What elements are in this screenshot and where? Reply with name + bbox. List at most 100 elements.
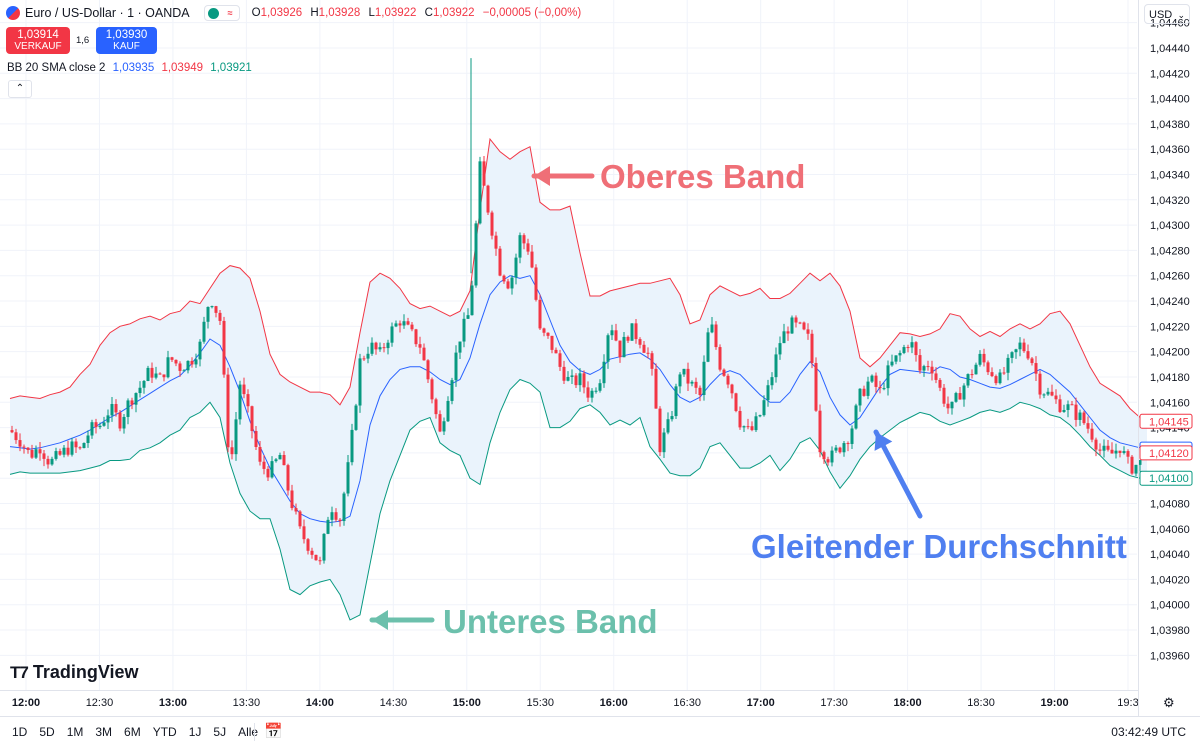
symbol-title[interactable]: Euro / US-Dollar · 1 · OANDA <box>25 6 190 20</box>
candle-body <box>946 403 950 409</box>
range-5d-button[interactable]: 5D <box>39 725 55 739</box>
candle-body <box>474 223 478 286</box>
range-6m-button[interactable]: 6M <box>124 725 141 739</box>
tradingview-logo: T7 TradingView <box>10 662 139 683</box>
candle-body <box>234 419 238 455</box>
market-status-pill[interactable]: ≈ <box>203 5 240 21</box>
candle-body <box>842 443 846 453</box>
candle-body <box>650 353 654 369</box>
candle-body <box>714 324 718 348</box>
candle-body <box>734 393 738 411</box>
spread-value: 1,6 <box>76 35 90 46</box>
candle-body <box>206 306 210 322</box>
y-tick-label: 1,04160 <box>1150 397 1190 409</box>
candle-body <box>1102 445 1106 451</box>
y-tick-label: 1,04440 <box>1150 43 1190 55</box>
x-tick-label: 15:30 <box>527 697 555 709</box>
candle-body <box>198 341 202 360</box>
candle-body <box>514 257 518 278</box>
candle-body <box>890 361 894 366</box>
open-key: O <box>251 7 261 19</box>
candle-body <box>442 421 446 432</box>
open-value: 1,03926 <box>260 7 303 19</box>
candle-body <box>986 362 990 373</box>
range-3m-button[interactable]: 3M <box>95 725 113 739</box>
candle-body <box>406 321 410 325</box>
candle-body <box>378 347 382 350</box>
price-chart[interactable]: 1,03960 1,03980 1,04000 1,04020 1,04040 1,040… <box>0 0 1200 716</box>
candle-body <box>74 441 78 448</box>
candle-body <box>742 426 746 428</box>
candle-body <box>330 512 334 520</box>
bottom-toolbar: 1D 5D 1M 3M 6M YTD 1J 5J Alle 📅 03:42:49… <box>0 716 1200 747</box>
candle-body <box>242 384 246 395</box>
candle-body <box>462 318 466 342</box>
price-label: 1,04100 <box>1139 470 1193 486</box>
candle-body <box>626 336 630 341</box>
range-1m-button[interactable]: 1M <box>66 725 84 739</box>
candle-body <box>342 493 346 522</box>
collapse-legend-button[interactable]: ⌃ <box>8 80 32 98</box>
range-1d-button[interactable]: 1D <box>12 725 28 739</box>
y-tick-label: 1,03960 <box>1150 650 1190 662</box>
candle-body <box>30 449 34 458</box>
candle-body <box>494 235 498 249</box>
candle-body <box>962 385 966 400</box>
candle-body <box>334 512 338 520</box>
candle-body <box>286 465 290 491</box>
clock-utc[interactable]: 03:42:49 UTC <box>1111 725 1186 739</box>
upper-band-arrow <box>531 166 595 186</box>
indicator-name: BB 20 SMA close 2 <box>7 62 106 74</box>
candle-body <box>814 362 818 411</box>
candle-body <box>574 375 578 386</box>
candle-body <box>210 306 214 308</box>
candle-body <box>138 387 142 394</box>
range-ytd-button[interactable]: YTD <box>152 725 177 739</box>
ohlc-values: O1,03926 H1,03928 L1,03922 C1,03922 −0,0… <box>252 7 587 19</box>
candle-body <box>106 415 110 423</box>
candle-body <box>146 367 150 381</box>
buy-button[interactable]: 1,03930 KAUF <box>96 27 157 54</box>
low-value: 1,03922 <box>374 7 417 19</box>
candle-body <box>534 267 538 300</box>
sell-button[interactable]: 1,03914 VERKAUF <box>6 27 70 54</box>
candle-body <box>426 360 430 380</box>
currency-select[interactable]: USD ⌄ <box>1144 4 1190 24</box>
candle-body <box>966 374 970 386</box>
indicator-legend[interactable]: BB 20 SMA close 2 1,03935 1,03949 1,0392… <box>7 62 252 74</box>
settings-gear-icon[interactable]: ⚙ <box>1163 695 1175 710</box>
candle-body <box>974 364 978 375</box>
candle-body <box>306 539 310 551</box>
basis-arrow-head <box>874 432 893 451</box>
x-tick-label: 18:30 <box>967 697 995 709</box>
y-tick-label: 1,04260 <box>1150 271 1190 283</box>
candle-body <box>326 519 330 534</box>
candle-body <box>758 415 762 417</box>
currency-label: USD <box>1149 9 1173 21</box>
range-all-button[interactable]: Alle <box>238 725 259 739</box>
candle-body <box>778 343 782 355</box>
candle-body <box>818 410 822 453</box>
candle-body <box>366 353 370 359</box>
candle-body <box>170 357 174 360</box>
candle-body <box>266 468 270 478</box>
calendar-goto-icon[interactable]: 📅 <box>264 723 283 740</box>
candle-body <box>66 447 70 455</box>
y-tick-label: 1,04380 <box>1150 119 1190 131</box>
candle-body <box>1006 357 1010 373</box>
range-5j-button[interactable]: 5J <box>213 725 227 739</box>
toolbar-divider <box>254 723 255 741</box>
range-1j-button[interactable]: 1J <box>188 725 202 739</box>
candle-body <box>1050 391 1054 396</box>
candle-body <box>218 312 222 321</box>
candle-body <box>702 361 706 396</box>
candle-body <box>430 379 434 400</box>
x-tick-label: 19:3 <box>1117 697 1138 709</box>
candle-body <box>346 462 350 494</box>
candle-body <box>1046 391 1050 395</box>
candle-body <box>310 550 314 555</box>
x-tick-label: 18:00 <box>894 697 922 709</box>
candle-body <box>314 554 318 561</box>
candle-body <box>1034 363 1038 374</box>
y-tick-label: 1,04360 <box>1150 144 1190 156</box>
